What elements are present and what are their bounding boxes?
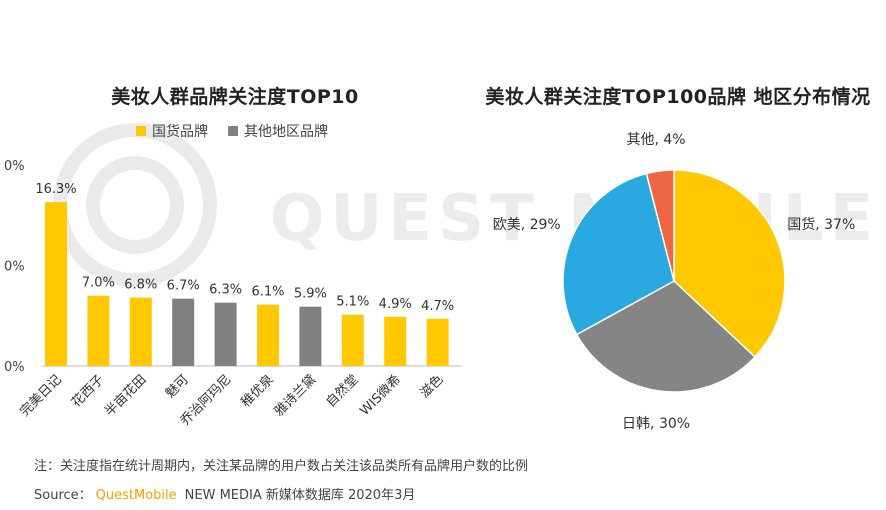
bar	[384, 316, 407, 366]
x-category-label: 滋色	[417, 372, 447, 402]
source-label: Source：	[34, 488, 92, 503]
pie-slice	[575, 280, 756, 393]
bar-value-label: 5.1%	[336, 295, 369, 310]
pie-slice-label: 日韩, 30%	[622, 416, 690, 432]
bar-chart-title: 美妆人群品牌关注度TOP10	[111, 86, 359, 108]
footnote: 注：关注度指在统计周期内，关注某品牌的用户数占关注该品类所有品牌用户数的比例	[34, 459, 529, 474]
bar-value-label: 6.8%	[124, 278, 157, 293]
bar-value-label: 16.3%	[35, 182, 76, 197]
pie-slice-label: 国货, 37%	[787, 216, 855, 233]
bar-chart: 0% 0% 0% 16.3% 完美日记 7.0% 花西子 6.8% 半亩花田 6.7% 魅可 6.3%…	[4, 159, 462, 429]
bar	[129, 297, 152, 366]
x-category-label: 完美日记	[17, 372, 64, 419]
bar	[299, 306, 322, 366]
bar	[426, 318, 449, 366]
bar	[341, 314, 364, 366]
source-line: Source： QuestMobile NEW MEDIA 新媒体数据库 2020年…	[34, 484, 415, 503]
pie-chart-title: 美妆人群关注度TOP100品牌 地区分布情况	[485, 86, 871, 108]
x-category-label: 稚优泉	[238, 372, 277, 411]
pie-slice	[562, 172, 675, 336]
bar-value-label: 4.9%	[379, 297, 412, 312]
legend-item-other-region: 其他地区品牌	[228, 121, 328, 141]
bar-chart-legend: 国货品牌 其他地区品牌	[136, 121, 328, 141]
pie-chart: 国货, 37% 日韩, 30% 欧美, 29% 其他, 4%	[493, 132, 856, 432]
pie-slice	[645, 169, 675, 282]
pie-slice	[673, 169, 786, 359]
bar	[87, 295, 110, 366]
source-brand: QuestMobile	[95, 488, 177, 503]
legend-swatch-domestic	[136, 126, 146, 136]
watermark-ring-inner	[86, 156, 184, 254]
pie-slice-label: 其他, 4%	[627, 132, 686, 148]
x-category-label: 花西子	[68, 372, 107, 411]
legend-item-domestic: 国货品牌	[136, 121, 208, 141]
bar	[214, 302, 237, 366]
x-category-label: WIS微希	[357, 372, 404, 419]
bar	[257, 304, 279, 366]
bar-value-label: 7.0%	[82, 276, 115, 291]
bar-value-label: 5.9%	[294, 287, 327, 302]
legend-label-other-region: 其他地区品牌	[244, 124, 328, 140]
pie-slice-label: 欧美, 29%	[493, 217, 561, 233]
source-text: NEW MEDIA 新媒体数据库 2020年3月	[184, 488, 416, 503]
bar-value-label: 6.3%	[209, 283, 242, 298]
bar-value-label: 4.7%	[421, 299, 454, 314]
x-category-label: 半亩花田	[102, 372, 150, 420]
x-category-label: 魅可	[163, 372, 192, 401]
bar	[172, 298, 195, 366]
legend-swatch-other-region	[228, 126, 238, 136]
bar	[45, 202, 67, 366]
y-tick-label: 0%	[4, 159, 25, 174]
x-category-label: 雅诗兰黛	[272, 372, 319, 419]
legend-label-domestic: 国货品牌	[152, 124, 208, 140]
y-tick-label: 0%	[4, 260, 25, 275]
y-tick-label: 0%	[4, 360, 25, 375]
bar-value-label: 6.1%	[251, 285, 284, 300]
bar-value-label: 6.7%	[167, 279, 200, 294]
x-category-label: 自然堂	[323, 372, 362, 411]
